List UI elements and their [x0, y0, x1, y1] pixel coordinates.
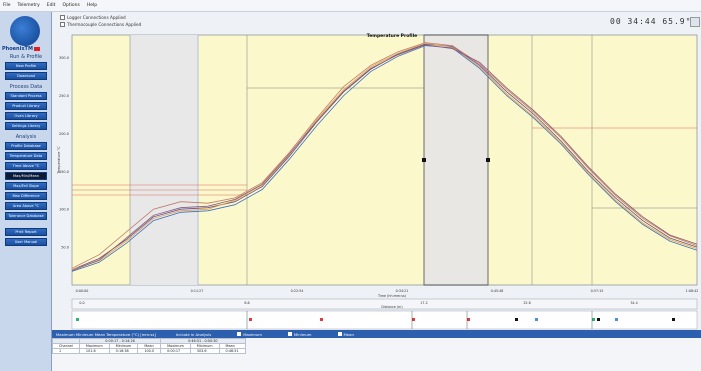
- menu-edit[interactable]: Edit: [46, 3, 56, 8]
- sidebar-item-user-manual[interactable]: User Manual: [5, 238, 47, 246]
- section-title: Run & Profile: [9, 54, 43, 60]
- minimum-label: Minimum: [293, 331, 312, 337]
- sidebar-item-new-profile[interactable]: New Profile: [5, 62, 47, 70]
- table-cell: 101.6: [78, 348, 110, 354]
- menu-help[interactable]: Help: [86, 3, 98, 8]
- event-marker[interactable]: [467, 318, 470, 321]
- time-temp-readout: 00 34:44 65.9°C: [610, 17, 698, 26]
- checkbox-icon[interactable]: [60, 15, 65, 20]
- section-title: Process Data: [9, 84, 43, 90]
- y-axis-label: Temperature °C: [57, 146, 61, 175]
- table-cell: 0:46:51: [218, 348, 246, 354]
- logger-connections-check[interactable]: Logger Connections Applied: [60, 15, 126, 20]
- thermocouple-connections-check[interactable]: Thermocouple Connections Applied: [60, 22, 141, 27]
- sidebar-item-max-difference[interactable]: Max Difference: [5, 192, 47, 200]
- x-axis-label: Time (hh:mm:ss): [377, 294, 406, 298]
- event-marker[interactable]: [592, 318, 595, 321]
- temperature-profile-chart: 300.0 250.0 200.0 150.0 100.0 50.0 Temperature…: [52, 30, 701, 330]
- event-marker[interactable]: [597, 318, 600, 321]
- table-cell: 0:00:17: [160, 348, 191, 354]
- x-tick-label: 0:11:27: [191, 289, 204, 293]
- max-min-mean-panel: Maximum Minimum Mean Temperature (°C) [m…: [52, 330, 701, 371]
- series-line-2: [71, 45, 698, 272]
- event-marker[interactable]: [412, 318, 415, 321]
- table-cell: 303.6: [189, 348, 220, 354]
- event-marker[interactable]: [515, 318, 518, 321]
- menu-file[interactable]: File: [3, 3, 11, 8]
- menu-options[interactable]: Options: [62, 3, 80, 8]
- sidebar-item-time-above-c[interactable]: Time Above °C: [5, 162, 47, 170]
- distance-axis-label: Distance (m): [381, 305, 402, 309]
- menu-telemetry[interactable]: Telemetry: [17, 3, 40, 8]
- phoenix-logo-icon: [10, 16, 40, 46]
- event-marker[interactable]: [615, 318, 618, 321]
- maximum-label: Maximum: [243, 331, 262, 337]
- table-cell: 1: [52, 348, 80, 354]
- mean-check[interactable]: [337, 332, 342, 336]
- flag-icon: [33, 46, 40, 51]
- stats-table: 0:00:17 - 0:14:26 0:46:51 - 0:00:30 Chann…: [52, 338, 246, 354]
- x-tick-label: 0:57:15: [591, 289, 604, 293]
- x-tick-label: 0:34:21: [396, 289, 409, 293]
- sidebar-item-print-report[interactable]: Print Report: [5, 228, 47, 236]
- logo-text: PhoenixTM: [2, 46, 50, 52]
- shaded-region: [130, 35, 198, 285]
- sidebar-item-standard-process[interactable]: Standard Process: [5, 92, 47, 100]
- y-tick-label: 250.0: [59, 94, 69, 98]
- window-button[interactable]: [690, 17, 700, 27]
- menu-bar: File Telemetry Edit Options Help: [0, 0, 701, 12]
- sidebar-item-temperature-data[interactable]: Temperature Data: [5, 152, 47, 160]
- distance-axis: [71, 298, 698, 310]
- sidebar: PhoenixTM Run & Profile New Profile Downlo…: [0, 12, 52, 371]
- x-tick-label: 0:45:48: [491, 289, 504, 293]
- event-marker[interactable]: [320, 318, 323, 321]
- sidebar-item-max-min-mean[interactable]: Max/Min/Mean: [5, 172, 47, 180]
- series-line-3: [71, 42, 698, 269]
- event-marker[interactable]: [535, 318, 538, 321]
- selection-region[interactable]: [423, 34, 489, 286]
- series-line-5: [71, 44, 698, 271]
- maximum-check[interactable]: [237, 332, 242, 336]
- x-tick-label: 0:22:54: [291, 289, 304, 293]
- mean-label: Mean: [343, 331, 354, 337]
- sidebar-item-download[interactable]: Download: [5, 72, 47, 80]
- y-tick-label: 50.0: [61, 246, 69, 250]
- event-marker[interactable]: [76, 318, 79, 321]
- y-tick-label: 300.0: [59, 56, 69, 60]
- series-line-4: [71, 42, 698, 271]
- y-tick-label: 150.0: [59, 170, 69, 174]
- event-marker[interactable]: [672, 318, 675, 321]
- table-cell: 100.0: [137, 348, 162, 354]
- sidebar-item-settings-library[interactable]: Settings Library: [5, 122, 47, 130]
- sidebar-item-profile-database[interactable]: Profile Database: [5, 142, 47, 150]
- event-marker[interactable]: [249, 318, 252, 321]
- distance-tick-label: 0.0: [79, 301, 84, 305]
- sidebar-item-tolerance-database[interactable]: Tolerance Database: [5, 212, 47, 220]
- include-label: Include in Analysis: [175, 331, 212, 337]
- distance-tick-label: 25.8: [523, 301, 530, 305]
- y-tick-label: 200.0: [59, 132, 69, 136]
- drag-handle[interactable]: [486, 158, 490, 162]
- event-marker-strip: [71, 310, 698, 330]
- x-tick-label: 1:08:42: [686, 289, 699, 293]
- panel-title: Maximum Minimum Mean Temperature (°C) [m…: [56, 331, 156, 337]
- minimum-check[interactable]: [287, 332, 292, 336]
- distance-tick-label: 34.4: [630, 301, 637, 305]
- chart-title: Temperature Profile: [367, 33, 417, 39]
- drag-handle[interactable]: [422, 158, 426, 162]
- y-tick-label: 100.0: [59, 208, 69, 212]
- table-row[interactable]: 1 101.6 0:16:38 100.0 0:00:17 303.6 0:46…: [52, 348, 246, 354]
- x-tick-label: 0:00:00: [76, 289, 89, 293]
- sidebar-item-oven-library[interactable]: Oven Library: [5, 112, 47, 120]
- distance-tick-label: 8.6: [244, 301, 249, 305]
- checkbox-icon[interactable]: [60, 22, 65, 27]
- sidebar-item-area-above-c[interactable]: Area Above °C: [5, 202, 47, 210]
- panel-header: Maximum Minimum Mean Temperature (°C) [m…: [52, 330, 701, 338]
- section-title: Analysis: [15, 134, 37, 140]
- sidebar-item-product-library[interactable]: Product Library: [5, 102, 47, 110]
- sidebar-item-max-fall-slope[interactable]: Max/Fall Slope: [5, 182, 47, 190]
- table-cell: 0:16:38: [108, 348, 139, 354]
- distance-tick-label: 17.2: [420, 301, 427, 305]
